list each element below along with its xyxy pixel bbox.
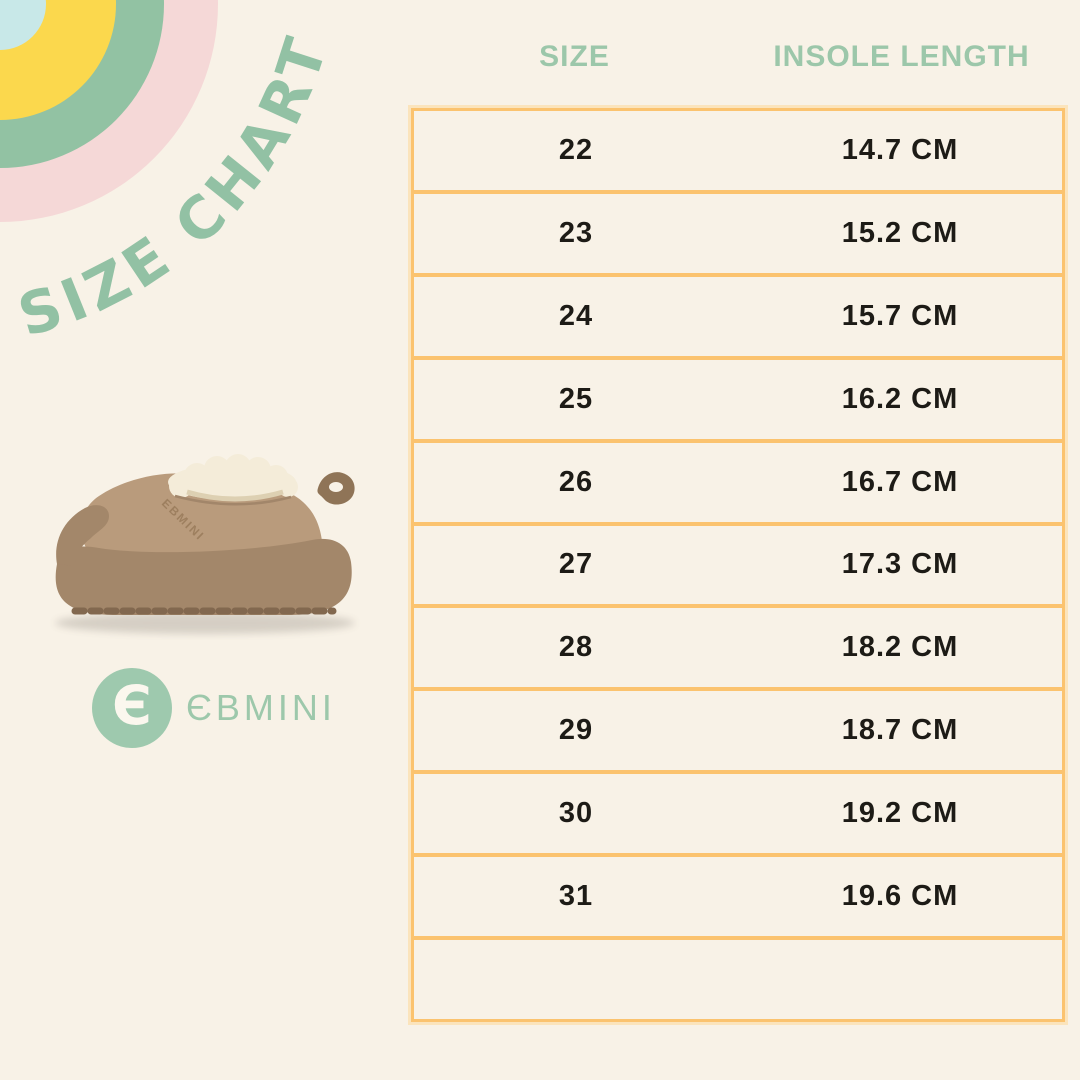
- page-title-arc: SIZE CHART: [11, 25, 342, 350]
- insole-value: 17.3 CM: [841, 548, 959, 581]
- insole-value: 16.2 CM: [841, 382, 959, 415]
- table-row: 26 16.7 CM: [414, 438, 1062, 522]
- table-header-row: SIZE INSOLE LENGTH: [411, 30, 1065, 84]
- size-value: 31: [558, 880, 594, 913]
- column-header-size: SIZE: [539, 40, 610, 73]
- table-row: 30 19.2 CM: [414, 770, 1062, 853]
- brand-logo: Є ЄBMINI: [92, 668, 336, 748]
- empty-cell: [414, 940, 738, 1019]
- table-row: 29 18.7 CM: [414, 687, 1062, 770]
- size-value: 24: [558, 299, 594, 332]
- size-value: 25: [558, 382, 594, 415]
- insole-value: 16.7 CM: [841, 465, 959, 498]
- table-row: 24 15.7 CM: [414, 272, 1062, 356]
- size-value: 26: [558, 465, 594, 498]
- table-row: 28 18.2 CM: [414, 604, 1062, 687]
- product-shoe-image: EBMINI: [55, 454, 355, 634]
- insole-value: 15.2 CM: [841, 216, 959, 249]
- brand-logo-circle-icon: Є: [92, 668, 172, 748]
- table-row-empty: [414, 936, 1062, 1019]
- insole-value: 19.6 CM: [841, 880, 959, 913]
- insole-value: 19.2 CM: [841, 797, 959, 830]
- shoe-sole: [55, 538, 352, 615]
- shoe-shadow: [55, 612, 355, 634]
- insole-value: 15.7 CM: [841, 299, 959, 332]
- size-value: 30: [558, 797, 594, 830]
- collar-seam: [174, 494, 292, 506]
- table-row: 22 14.7 CM: [414, 111, 1062, 190]
- sole-toe-wrap: [56, 505, 109, 566]
- table-row: 27 17.3 CM: [414, 521, 1062, 605]
- size-value: 29: [558, 714, 594, 747]
- empty-cell: [738, 940, 1062, 1019]
- size-table: 22 14.7 CM 23 15.2 CM 24 15.7 CM 25 16.2…: [411, 108, 1065, 1022]
- table-row: 25 16.2 CM: [414, 355, 1062, 439]
- insole-value: 18.7 CM: [841, 714, 959, 747]
- insole-value: 14.7 CM: [841, 133, 959, 166]
- size-value: 22: [558, 133, 594, 166]
- table-row: 23 15.2 CM: [414, 189, 1062, 273]
- shoe-fleece-collar: [168, 454, 298, 500]
- size-value: 28: [558, 631, 594, 664]
- page-title: SIZE CHART: [11, 25, 342, 350]
- brand-wordmark: ЄBMINI: [186, 687, 336, 728]
- heel-tab-hole: [329, 482, 343, 492]
- size-value: 23: [558, 216, 594, 249]
- brand-logo-glyph: Є: [112, 674, 152, 737]
- table-row: 31 19.6 CM: [414, 853, 1062, 936]
- size-value: 27: [558, 548, 594, 581]
- column-header-insole-length: INSOLE LENGTH: [773, 40, 1030, 73]
- fleece-inner-shading: [186, 489, 284, 502]
- insole-value: 18.2 CM: [841, 631, 959, 664]
